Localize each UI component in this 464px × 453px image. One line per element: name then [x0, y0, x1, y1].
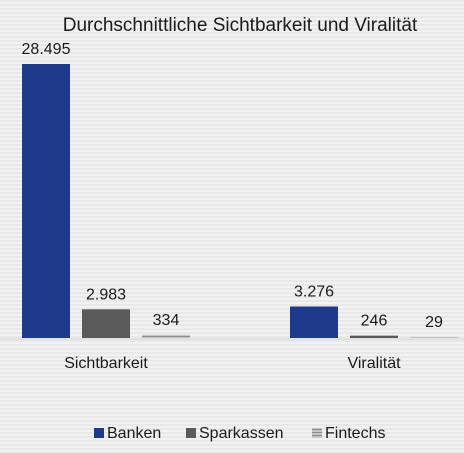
value-label-fintechs-0: 334	[153, 312, 180, 329]
category-labels-group: Sichtbarkeit Viralität	[64, 355, 401, 372]
bar-sparkassen-0	[82, 309, 130, 338]
value-label-sparkassen-1: 246	[361, 313, 388, 330]
legend-label-banken: Banken	[107, 425, 161, 442]
bar-sparkassen-1	[350, 335, 398, 338]
value-label-sparkassen-0: 2.983	[86, 286, 126, 303]
bar-banken-1	[290, 306, 338, 338]
bars-group	[22, 64, 458, 338]
value-label-fintechs-1: 29	[425, 314, 443, 331]
value-labels-group: 28.495 2.983 334 3.276 246 29	[22, 41, 443, 331]
category-label-1: Viralität	[347, 355, 401, 372]
legend-swatch-banken	[94, 428, 104, 438]
chart-title: Durchschnittliche Sichtbarkeit und Viral…	[63, 15, 418, 36]
legend-swatch-sparkassen	[186, 428, 196, 438]
legend: Banken Sparkassen Fintechs	[94, 425, 385, 442]
value-label-banken-0: 28.495	[22, 41, 71, 58]
bar-fintechs-0	[142, 334, 190, 338]
bar-fintechs-1	[410, 337, 458, 338]
value-label-banken-1: 3.276	[294, 283, 334, 300]
bar-banken-0	[22, 64, 70, 338]
legend-label-sparkassen: Sparkassen	[199, 425, 284, 442]
legend-label-fintechs: Fintechs	[325, 425, 385, 442]
legend-swatch-fintechs	[312, 428, 322, 438]
category-label-0: Sichtbarkeit	[64, 355, 148, 372]
